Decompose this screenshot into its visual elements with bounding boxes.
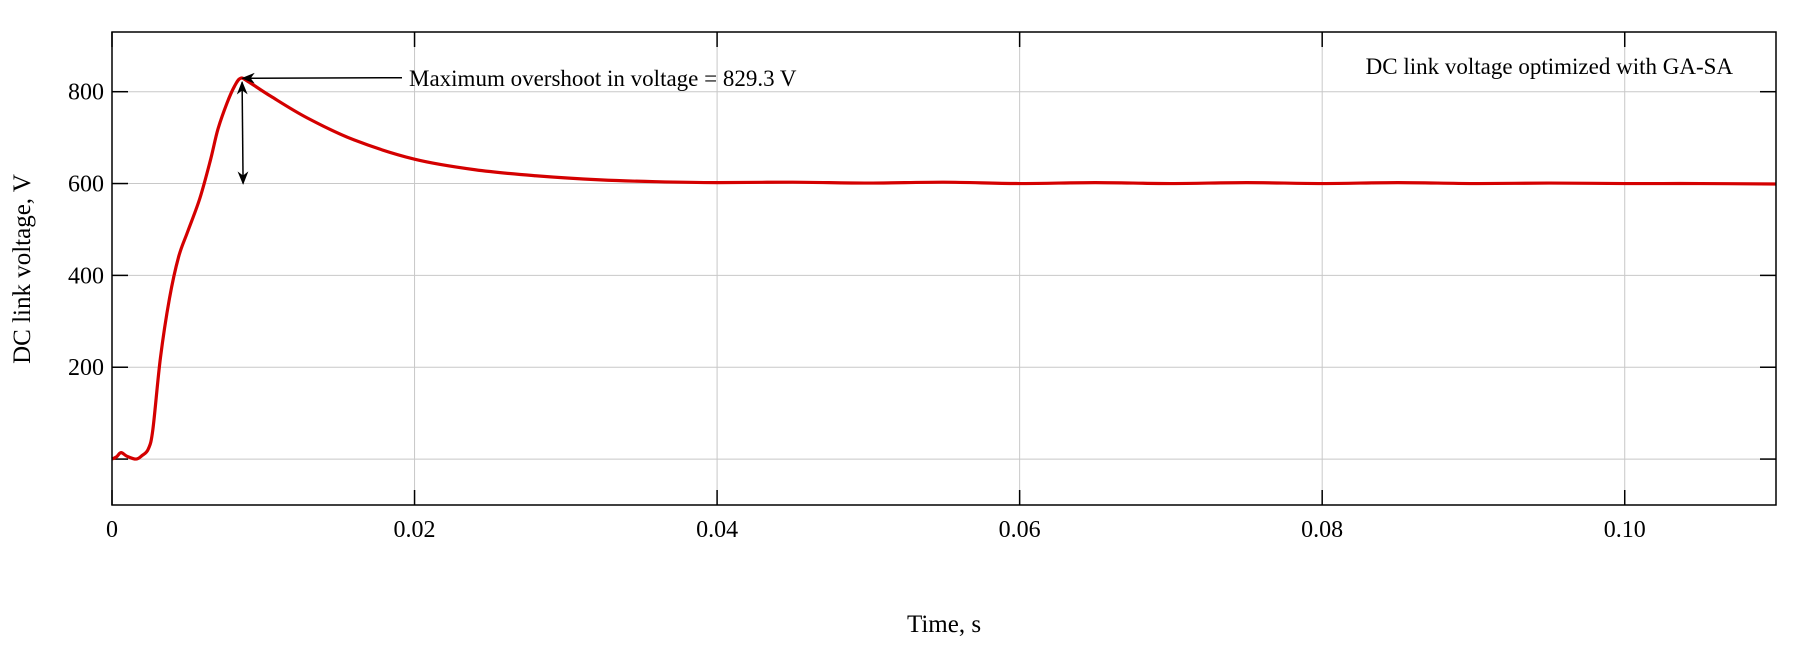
- x-tick-label: 0.06: [999, 517, 1041, 543]
- plot-frame: [111, 31, 1777, 506]
- y-tick-label: 800: [68, 80, 104, 106]
- overshoot-pointer-arrow: [241, 72, 403, 84]
- overshoot-annotation: Maximum overshoot in voltage = 829.3 V: [409, 66, 797, 91]
- x-tick-label: 0: [106, 517, 118, 543]
- tick-marks: [111, 32, 1776, 505]
- series-layer: [111, 76, 1777, 461]
- y-tick-label: 600: [68, 172, 104, 198]
- x-tick-label: 0.10: [1604, 517, 1646, 543]
- tick-labels: 0 0.02 0.04 0.06 0.08 0.10 200 400 600 800: [68, 80, 1646, 543]
- x-tick-label: 0.02: [394, 517, 436, 543]
- y-axis-label: DC link voltage, V: [9, 174, 36, 364]
- y-tick-label: 400: [68, 263, 104, 289]
- y-tick-label: 200: [68, 355, 104, 381]
- x-tick-label: 0.04: [696, 517, 738, 543]
- overshoot-range-arrow: [236, 80, 249, 185]
- series-annotation: DC link voltage optimized with GA-SA: [1366, 54, 1734, 79]
- grid: [112, 32, 1776, 505]
- x-tick-label: 0.08: [1301, 517, 1343, 543]
- x-axis-label: Time, s: [907, 611, 981, 638]
- voltage-line: [111, 76, 1777, 461]
